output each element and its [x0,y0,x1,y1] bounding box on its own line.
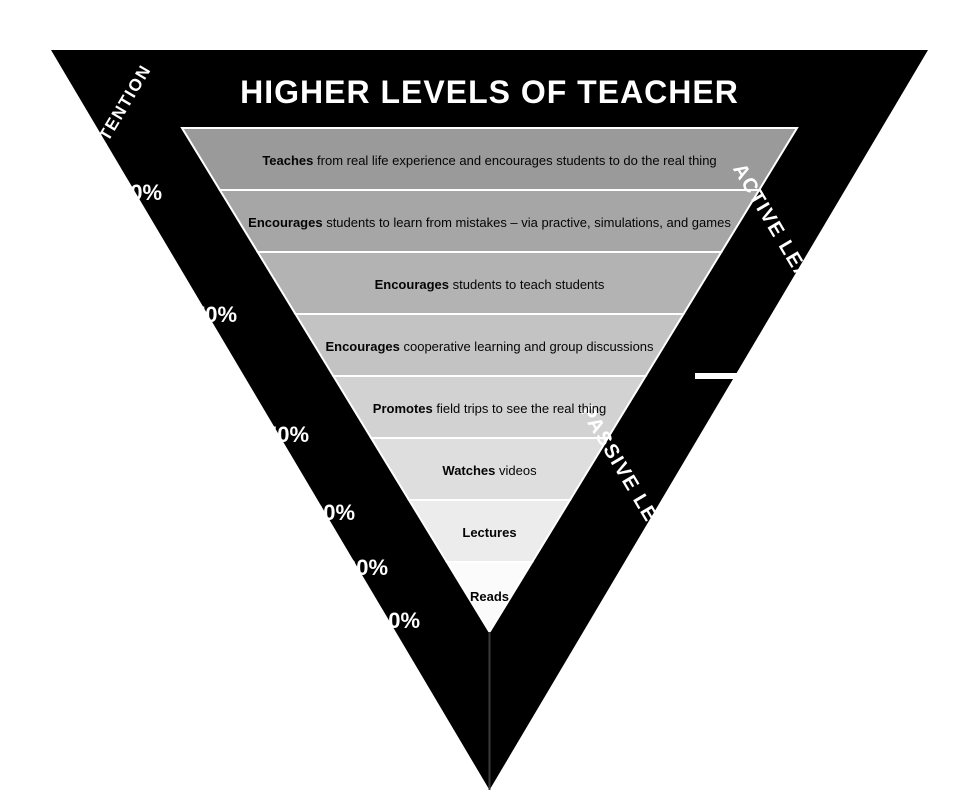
retention-percent: 30% [311,500,355,525]
band-caption: Teaches from real life experience and en… [262,153,716,168]
retention-percent: 10% [376,608,420,633]
band-caption: Encourages students to learn from mistak… [248,215,731,230]
retention-percent: 90% [118,180,162,205]
band-caption: Encourages cooperative learning and grou… [325,339,654,354]
diagram-svg: HIGHER LEVELS OF TEACHER RETENTION ACTIV… [0,0,979,812]
retention-percent: 20% [344,555,388,580]
learning-cone-diagram: HIGHER LEVELS OF TEACHER RETENTION ACTIV… [0,0,979,812]
band-caption: Promotes field trips to see the real thi… [373,401,606,416]
title-text: HIGHER LEVELS OF TEACHER [240,74,739,110]
retention-percent: 50% [265,422,309,447]
retention-percent: 70% [193,302,237,327]
band-caption: Reads [470,589,509,604]
diagram-title: HIGHER LEVELS OF TEACHER [240,74,739,110]
band-caption: Lectures [462,525,516,540]
band-caption: Watches videos [442,463,537,478]
band-caption: Encourages students to teach students [375,277,605,292]
